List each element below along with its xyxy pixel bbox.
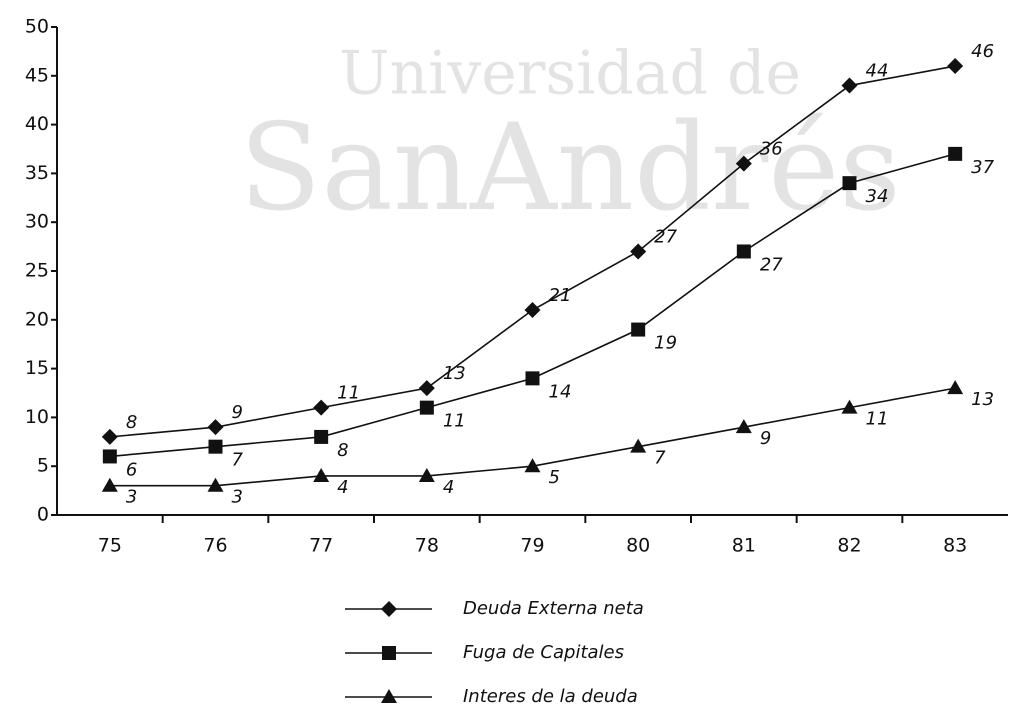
x-tick-label: 82 xyxy=(837,535,861,557)
point-marker xyxy=(524,458,541,473)
point-marker xyxy=(101,477,118,492)
data-label: 11 xyxy=(337,383,360,404)
y-tick-label: 5 xyxy=(37,455,49,477)
point-marker xyxy=(842,176,857,191)
data-label: 9 xyxy=(760,428,771,449)
legend-marker xyxy=(381,601,397,617)
data-label: 7 xyxy=(232,450,244,471)
y-tick-label: 50 xyxy=(25,16,49,38)
y-tick-label: 0 xyxy=(37,504,49,526)
point-marker xyxy=(101,428,118,445)
y-tick-label: 30 xyxy=(25,211,49,233)
legend-label: Interes de la deuda xyxy=(463,686,638,706)
data-label: 8 xyxy=(337,440,348,461)
data-label: 13 xyxy=(443,363,466,384)
data-label: 11 xyxy=(866,409,889,430)
point-marker xyxy=(525,371,540,386)
data-label: 13 xyxy=(971,389,994,410)
data-label: 5 xyxy=(549,467,560,488)
data-label: 34 xyxy=(866,186,889,207)
point-marker xyxy=(630,243,647,260)
point-marker xyxy=(313,467,330,482)
y-tick-label: 45 xyxy=(25,64,49,86)
x-tick-label: 79 xyxy=(520,535,544,557)
point-marker xyxy=(207,477,224,492)
x-tick-label: 81 xyxy=(732,535,756,557)
point-marker xyxy=(735,419,752,434)
point-marker xyxy=(419,400,434,415)
data-label: 44 xyxy=(866,61,889,82)
y-tick-label: 15 xyxy=(25,357,49,379)
y-tick-label: 35 xyxy=(25,162,49,184)
y-tick-label: 20 xyxy=(25,308,49,330)
data-label: 9 xyxy=(232,402,243,423)
point-marker xyxy=(736,244,751,259)
data-label: 19 xyxy=(654,333,677,354)
data-label: 6 xyxy=(126,459,137,480)
point-marker xyxy=(947,380,964,395)
data-label: 7 xyxy=(654,448,666,469)
data-label: 27 xyxy=(760,254,783,275)
data-label: 8 xyxy=(126,412,137,433)
legend-marker xyxy=(381,689,397,703)
y-tick-label: 25 xyxy=(25,260,49,282)
x-tick-label: 80 xyxy=(626,535,650,557)
point-marker xyxy=(947,58,964,75)
data-label: 21 xyxy=(549,285,572,306)
legend-label: Fuga de Capitales xyxy=(463,642,624,663)
point-marker xyxy=(314,429,329,444)
y-tick-label: 10 xyxy=(25,406,49,428)
point-marker xyxy=(208,439,223,454)
point-marker xyxy=(313,399,330,416)
watermark: Universidad de xyxy=(339,39,801,109)
data-label: 3 xyxy=(232,487,243,508)
legend-marker xyxy=(382,646,396,660)
y-tick-label: 40 xyxy=(25,113,49,135)
point-marker xyxy=(102,449,117,464)
data-label: 37 xyxy=(971,157,994,178)
point-marker xyxy=(948,146,963,161)
data-label: 11 xyxy=(443,411,466,432)
data-label: 4 xyxy=(337,477,348,498)
data-label: 46 xyxy=(971,41,994,62)
x-tick-label: 83 xyxy=(943,535,967,557)
point-marker xyxy=(418,380,435,397)
x-tick-label: 75 xyxy=(98,535,122,557)
x-tick-label: 77 xyxy=(309,535,333,557)
point-marker xyxy=(207,419,224,436)
point-marker xyxy=(524,302,541,319)
watermark: SanAndrés xyxy=(239,99,901,238)
data-label: 27 xyxy=(654,226,677,247)
data-label: 3 xyxy=(126,487,137,508)
point-marker xyxy=(418,467,435,482)
point-marker xyxy=(631,322,646,337)
data-label: 36 xyxy=(760,139,783,160)
point-marker xyxy=(841,77,858,94)
point-marker xyxy=(841,399,858,414)
data-label: 14 xyxy=(549,381,572,402)
x-tick-label: 78 xyxy=(415,535,439,557)
point-marker xyxy=(630,438,647,453)
x-tick-label: 76 xyxy=(203,535,227,557)
point-marker xyxy=(735,155,752,172)
legend-label: Deuda Externa neta xyxy=(463,598,644,619)
data-label: 4 xyxy=(443,477,454,498)
